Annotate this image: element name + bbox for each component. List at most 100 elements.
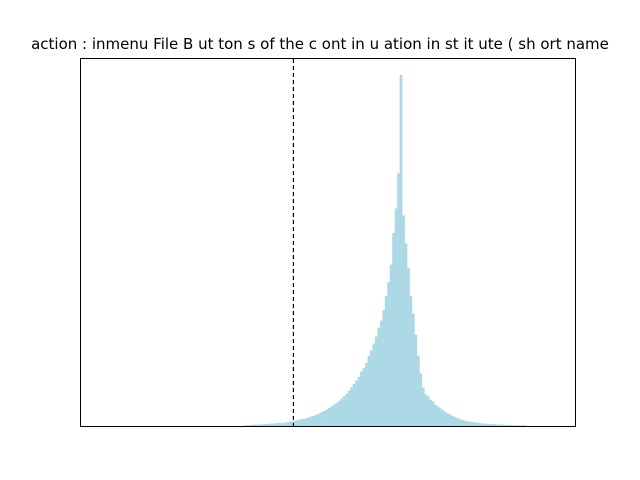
histogram-bar <box>266 423 270 426</box>
histogram-bar <box>347 390 351 426</box>
histogram-bar <box>493 424 497 426</box>
histogram-bar <box>387 282 391 426</box>
histogram-bar <box>421 387 425 426</box>
histogram-bar <box>360 371 363 426</box>
histogram-bar <box>305 417 309 426</box>
histogram-bar <box>328 408 331 426</box>
histogram-bar <box>268 423 272 426</box>
histogram-bar <box>488 423 492 426</box>
histogram-bar <box>508 424 512 426</box>
histogram-bar <box>426 396 430 426</box>
histogram-bar <box>476 422 479 426</box>
histogram-bar <box>498 424 502 426</box>
histogram-bar <box>293 420 297 426</box>
histogram-bar <box>325 409 329 426</box>
plot-frame <box>80 58 576 427</box>
histogram-bar <box>407 268 410 426</box>
histogram-bar <box>478 423 482 426</box>
histogram-bar <box>520 425 524 426</box>
histogram-bar <box>345 393 349 426</box>
histogram-bar <box>436 406 440 426</box>
histogram-bar <box>298 419 302 426</box>
histogram-bars <box>244 75 526 426</box>
histogram-bar <box>500 424 504 426</box>
histogram-bar <box>248 424 252 426</box>
histogram-bar <box>404 243 408 426</box>
histogram-bar <box>441 410 445 426</box>
histogram-bar <box>295 420 299 426</box>
histogram-bar <box>451 416 455 426</box>
histogram-bar <box>424 394 428 426</box>
histogram-bar <box>290 421 294 426</box>
histogram-bar <box>409 296 413 426</box>
histogram-bar <box>365 362 368 426</box>
histogram-bar <box>352 383 356 426</box>
histogram-bar <box>323 410 326 426</box>
histogram-bar <box>308 417 312 426</box>
histogram-bar <box>392 232 395 426</box>
histogram-bar <box>399 75 403 426</box>
histogram-bar <box>256 424 260 426</box>
histogram-bar <box>486 423 489 426</box>
histogram-bar <box>439 408 442 426</box>
histogram-bar <box>449 414 452 426</box>
histogram-bar <box>318 413 321 426</box>
histogram-bar <box>389 264 393 426</box>
histogram-bar <box>434 404 437 426</box>
histogram-bar <box>251 424 255 426</box>
histogram-bar <box>382 310 386 426</box>
histogram-bar <box>384 296 388 426</box>
histogram-bar <box>342 396 346 426</box>
histogram-bar <box>335 402 339 426</box>
histogram-bar <box>416 355 420 426</box>
histogram-bar <box>414 334 418 426</box>
histogram-bar <box>463 420 467 426</box>
histogram-bar <box>394 208 398 426</box>
histogram-bar <box>261 424 265 426</box>
histogram-bar <box>523 425 526 426</box>
histogram-bar <box>362 368 366 426</box>
histogram-bar <box>468 421 472 426</box>
histogram-bar <box>330 406 334 426</box>
histogram-bar <box>473 422 477 426</box>
histogram-bar <box>258 424 262 426</box>
histogram-bar <box>431 401 435 426</box>
histogram-bar <box>379 320 383 426</box>
histogram-bar <box>397 173 400 426</box>
histogram-bar <box>313 415 316 426</box>
histogram-bar <box>320 411 324 426</box>
histogram-bar <box>483 423 487 426</box>
histogram-bar <box>263 424 267 426</box>
histogram-bar <box>340 398 344 426</box>
histogram-bar <box>491 424 494 426</box>
histogram-bar <box>310 416 314 426</box>
histogram-bar <box>350 387 353 426</box>
histogram-bar <box>315 414 319 426</box>
histogram-bar <box>458 419 462 426</box>
chart-title: action : inmenu File B ut ton s of the c… <box>31 35 609 53</box>
histogram-bar <box>372 343 376 426</box>
histogram-bar <box>505 424 509 426</box>
histogram-bar <box>303 418 307 426</box>
histogram-bar <box>288 421 292 426</box>
histogram-bar <box>471 422 475 426</box>
histogram-bar <box>374 336 378 426</box>
histogram-bar <box>453 417 457 426</box>
histogram-bar <box>456 418 460 426</box>
histogram-bar <box>337 400 341 426</box>
histogram-bar <box>510 425 514 426</box>
histogram-bar <box>503 424 507 426</box>
histogram-bar <box>271 423 274 426</box>
histogram-bar <box>402 215 405 426</box>
histogram-bar <box>429 399 433 426</box>
histogram-bar <box>369 350 373 426</box>
histogram-bar <box>253 424 257 426</box>
histogram-bar <box>461 420 465 426</box>
histogram-bar <box>283 422 287 426</box>
histogram-bar <box>278 422 282 426</box>
histogram-bar <box>273 423 277 426</box>
histogram-bar <box>446 413 450 426</box>
histogram-bar <box>357 376 361 426</box>
histogram-bar <box>246 425 250 426</box>
